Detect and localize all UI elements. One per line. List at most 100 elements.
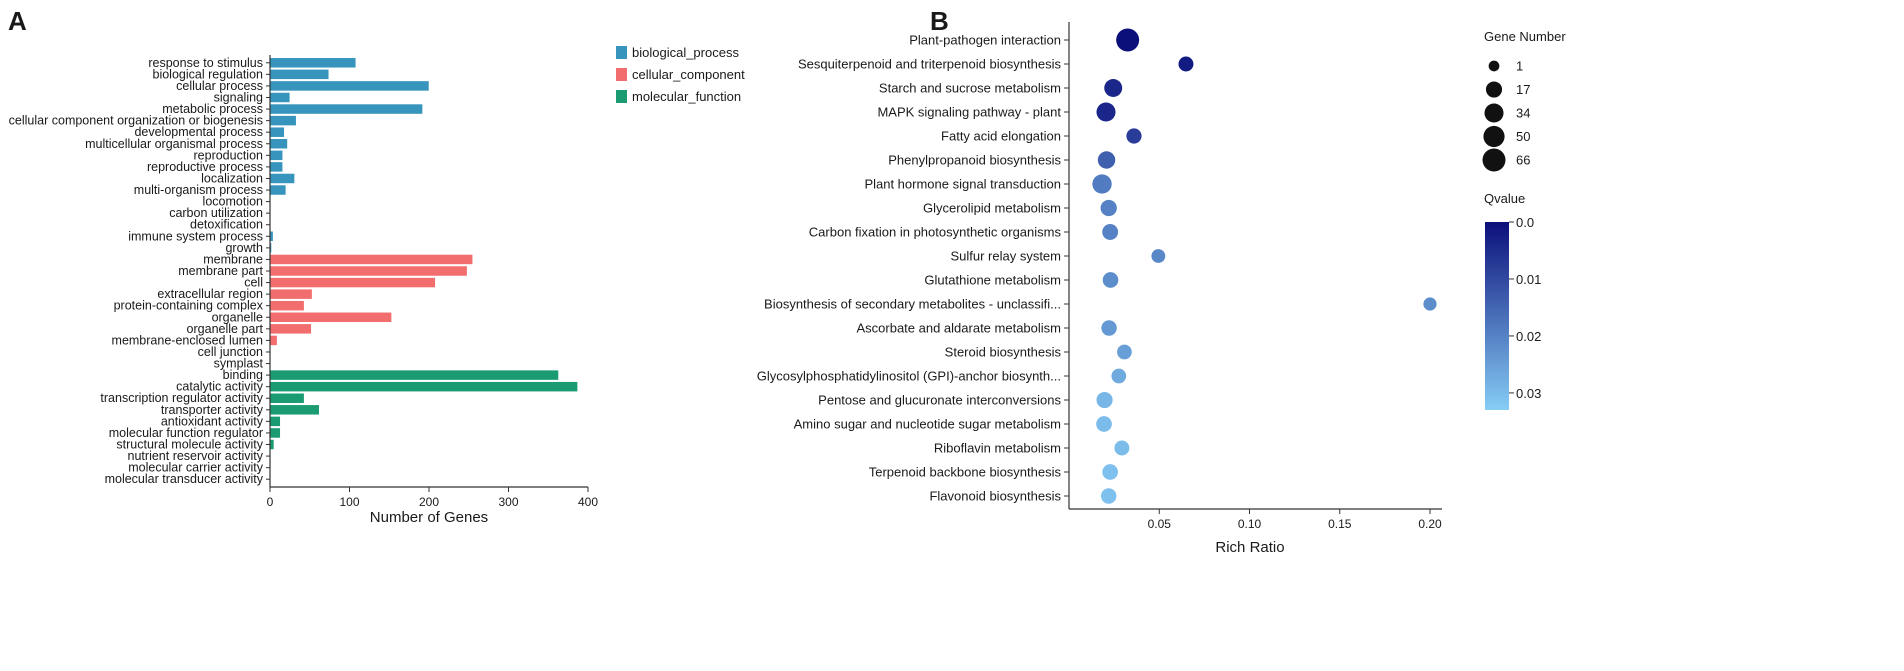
- go-bar: [271, 243, 272, 252]
- kegg-bubble: [1114, 441, 1129, 456]
- kegg-bubble: [1103, 272, 1119, 288]
- go-x-tick-label: 300: [498, 495, 518, 509]
- kegg-pathway-label: Ascorbate and aldarate metabolism: [856, 321, 1061, 336]
- go-legend-label: molecular_function: [632, 89, 741, 104]
- kegg-pathway-label: Fatty acid elongation: [941, 129, 1061, 144]
- go-bar: [271, 232, 273, 241]
- gene-number-legend-dot: [1486, 81, 1502, 97]
- kegg-bubble: [1423, 297, 1436, 310]
- kegg-pathway-label: Plant hormone signal transduction: [864, 177, 1061, 192]
- kegg-pathway-labels: Plant-pathogen interaction Sesquiterpenoi…: [757, 33, 1062, 504]
- go-bar: [271, 255, 473, 264]
- panel-a-letter: A: [8, 6, 27, 36]
- go-bar: [271, 313, 392, 322]
- gene-number-legend-dot: [1489, 61, 1500, 72]
- go-bar: [271, 151, 283, 160]
- panel-b-letter: B: [930, 6, 949, 36]
- go-bar: [271, 93, 290, 102]
- qvalue-legend-tick-label: 0.02: [1516, 329, 1541, 344]
- qvalue-legend-tick-label: 0.03: [1516, 386, 1541, 401]
- kegg-bubble: [1116, 29, 1139, 52]
- qvalue-legend-tick-label: 0.0: [1516, 215, 1534, 230]
- gene-number-legend-label: 1: [1516, 59, 1523, 74]
- go-x-tick-label: 400: [578, 495, 598, 509]
- kegg-bubble: [1092, 174, 1111, 193]
- go-category-label: molecular transducer activity: [105, 472, 264, 486]
- kegg-bubble: [1101, 488, 1116, 503]
- go-bar: [271, 370, 559, 379]
- kegg-x-tick-label: 0.20: [1418, 517, 1442, 531]
- go-x-tick-label: 0: [267, 495, 274, 509]
- kegg-pathway-label: Phenylpropanoid biosynthesis: [888, 153, 1061, 168]
- kegg-bubble: [1096, 416, 1112, 432]
- kegg-bubble: [1104, 79, 1122, 97]
- go-bar: [271, 139, 288, 148]
- go-bar: [271, 70, 329, 79]
- go-bar: [271, 127, 285, 136]
- kegg-bubble: [1178, 57, 1193, 72]
- go-bar: [271, 104, 423, 113]
- kegg-pathway-label: Flavonoid biosynthesis: [929, 489, 1061, 504]
- gene-number-legend-label: 17: [1516, 82, 1530, 97]
- go-bar: [271, 185, 286, 194]
- kegg-pathway-label: Steroid biosynthesis: [945, 345, 1062, 360]
- kegg-bubble: [1101, 320, 1116, 335]
- go-x-axis-title: Number of Genes: [370, 509, 488, 526]
- go-bar: [271, 58, 356, 67]
- qvalue-legend-tick-label: 0.01: [1516, 272, 1541, 287]
- kegg-pathway-label: MAPK signaling pathway - plant: [877, 105, 1061, 120]
- kegg-bubble: [1101, 200, 1117, 216]
- kegg-bubble: [1111, 369, 1126, 384]
- gene-number-legend-label: 50: [1516, 129, 1530, 144]
- go-bar: [271, 116, 296, 125]
- kegg-pathway-label: Riboflavin metabolism: [934, 441, 1061, 456]
- kegg-bubble: [1151, 249, 1165, 263]
- figure: A B response to stimulusbiological regul…: [0, 0, 1904, 671]
- go-bar: [271, 440, 274, 449]
- gene-number-legend-title: Gene Number: [1484, 29, 1566, 44]
- go-bar: [271, 162, 283, 171]
- kegg-bubble: [1117, 345, 1132, 360]
- qvalue-legend-title: Qvalue: [1484, 191, 1525, 206]
- kegg-bubble: [1096, 102, 1115, 121]
- go-bar: [271, 81, 429, 90]
- go-x-tick-label: 200: [419, 495, 439, 509]
- go-bar: [271, 301, 304, 310]
- go-bars: [271, 58, 578, 449]
- go-bar: [271, 278, 436, 287]
- kegg-bubble: [1097, 392, 1113, 408]
- go-legend-swatch: [616, 68, 627, 81]
- kegg-pathway-label: Sulfur relay system: [950, 249, 1061, 264]
- kegg-pathway-label: Glutathione metabolism: [924, 273, 1061, 288]
- kegg-bubble: [1102, 224, 1118, 240]
- go-bar: [271, 405, 319, 414]
- kegg-bubble: [1098, 151, 1115, 168]
- go-x-tick-label: 100: [339, 495, 359, 509]
- go-bar: [271, 289, 312, 298]
- kegg-pathway-label: Sesquiterpenoid and triterpenoid biosynt…: [798, 57, 1062, 72]
- go-bar: [271, 174, 295, 183]
- gene-number-legend-dot: [1483, 126, 1504, 147]
- kegg-pathway-label: Carbon fixation in photosynthetic organi…: [809, 225, 1062, 240]
- gene-number-legend-dot: [1483, 149, 1506, 172]
- kegg-pathway-label: Amino sugar and nucleotide sugar metabol…: [794, 417, 1061, 432]
- kegg-bubble-chart: 0.05 0.10 0.15 0.20 Plant-pathogen interact…: [757, 22, 1567, 556]
- qvalue-color-bar: [1485, 222, 1509, 410]
- go-bar: [271, 428, 281, 437]
- kegg-bubbles: [1092, 29, 1436, 504]
- kegg-pathway-label: Plant-pathogen interaction: [909, 33, 1061, 48]
- go-legend-label: cellular_component: [632, 67, 745, 82]
- kegg-pathway-label: Starch and sucrose metabolism: [879, 81, 1061, 96]
- kegg-bubble: [1126, 128, 1141, 143]
- gene-number-legend: Gene Number117345066: [1483, 29, 1567, 172]
- kegg-pathway-label: Terpenoid backbone biosynthesis: [869, 465, 1062, 480]
- kegg-pathway-label: Glycerolipid metabolism: [923, 201, 1061, 216]
- go-category-labels: response to stimulusbiological regulatio…: [9, 56, 264, 486]
- go-bar: [271, 266, 467, 275]
- kegg-x-axis-title: Rich Ratio: [1215, 539, 1284, 556]
- kegg-x-tick-label: 0.05: [1148, 517, 1172, 531]
- gene-number-legend-label: 34: [1516, 106, 1530, 121]
- kegg-pathway-label: Pentose and glucuronate interconversions: [818, 393, 1061, 408]
- go-bar: [271, 394, 304, 403]
- go-legend: biological_processcellular_componentmole…: [616, 45, 745, 104]
